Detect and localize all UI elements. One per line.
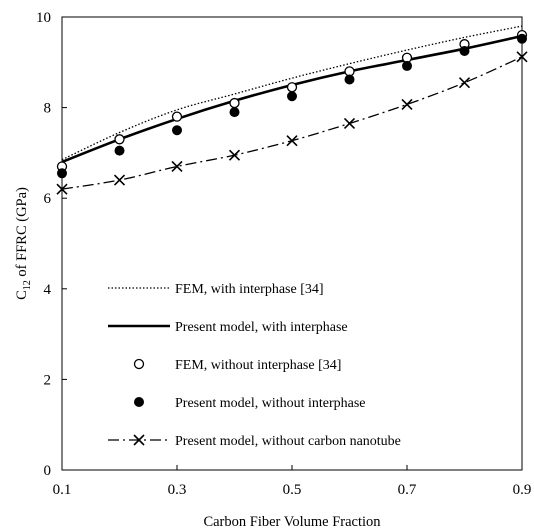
- series-line: [61, 25, 523, 161]
- data-point: [171, 160, 183, 173]
- legend-item: FEM, with interphase [34]: [108, 282, 324, 297]
- y-axis-title-rest: of FFRC (GPa): [14, 187, 30, 280]
- cross-stroke: [286, 135, 298, 147]
- legend-swatch: [134, 397, 144, 407]
- legend: FEM, with interphase [34] Present model, …: [108, 282, 401, 449]
- y-tick-label: 4: [44, 282, 52, 298]
- y-axis-title: C12 of FFRC (GPa): [14, 187, 33, 300]
- data-point: [56, 183, 68, 195]
- data-point: [401, 98, 413, 110]
- data-point: [458, 77, 471, 89]
- cross-stroke: [343, 117, 356, 130]
- data-point: [172, 125, 182, 136]
- data-point: [286, 82, 298, 93]
- data-point: [402, 60, 412, 71]
- y-tick-label: 2: [44, 372, 52, 388]
- data-point: [344, 74, 355, 85]
- legend-label: Present model, without interphase: [175, 396, 366, 411]
- x-tick-label: 0.1: [53, 482, 72, 498]
- cross-stroke: [113, 174, 126, 186]
- data-point: [459, 45, 470, 56]
- cross-stroke: [171, 160, 183, 173]
- series-line: [61, 56, 523, 190]
- data-point: [171, 111, 183, 122]
- data-point: [286, 135, 298, 147]
- cross-stroke: [228, 149, 241, 161]
- legend-label: FEM, with interphase [34]: [175, 282, 324, 297]
- y-tick-label: 6: [44, 191, 52, 207]
- cross-stroke: [458, 77, 471, 89]
- data-point: [516, 51, 528, 63]
- data-point: [344, 66, 355, 77]
- data-point: [401, 52, 413, 63]
- x-tick-label: 0.9: [513, 482, 532, 498]
- legend-item: Present model, with interphase: [108, 320, 348, 335]
- x-tick-label: 0.5: [283, 482, 302, 498]
- series-1: [61, 25, 523, 161]
- axes: 0.1 0.3 0.5 0.7 0.9 0 2 4 6 8 10: [36, 10, 531, 498]
- data-point: [343, 117, 356, 130]
- x-tick-label: 0.7: [398, 482, 417, 498]
- data-point: [229, 107, 240, 118]
- legend-label: Present model, with interphase: [175, 320, 348, 335]
- y-axis-title-main: C: [14, 290, 30, 300]
- legend-label: Present model, without carbon nanotube: [175, 434, 401, 449]
- data-point: [114, 134, 125, 145]
- x-tick-label: 0.3: [168, 482, 187, 498]
- data-point: [113, 174, 126, 186]
- legend-marker: [133, 434, 145, 446]
- series-layer: [56, 25, 528, 195]
- y-tick-label: 10: [36, 10, 51, 26]
- data-point: [114, 145, 125, 156]
- data-point: [229, 97, 240, 109]
- data-point: [517, 33, 527, 44]
- legend-item: Present model, without interphase: [134, 396, 366, 411]
- cross-stroke: [516, 51, 528, 63]
- series-5: [56, 51, 528, 195]
- y-axis-title-sub: 12: [22, 280, 33, 290]
- data-point: [228, 149, 241, 161]
- legend-label: FEM, without interphase [34]: [175, 358, 341, 373]
- data-point: [287, 91, 297, 102]
- y-tick-label: 0: [44, 463, 52, 479]
- legend-item: Present model, without carbon nanotube: [108, 434, 401, 449]
- cross-stroke: [133, 434, 145, 446]
- legend-item: FEM, without interphase [34]: [133, 358, 341, 373]
- legend-swatch: [133, 358, 145, 370]
- y-tick-label: 8: [44, 101, 52, 117]
- series-4: [57, 33, 527, 179]
- cross-stroke: [56, 183, 68, 195]
- data-point: [57, 168, 67, 179]
- cross-stroke: [401, 98, 413, 110]
- x-axis-title: Carbon Fiber Volume Fraction: [203, 514, 381, 530]
